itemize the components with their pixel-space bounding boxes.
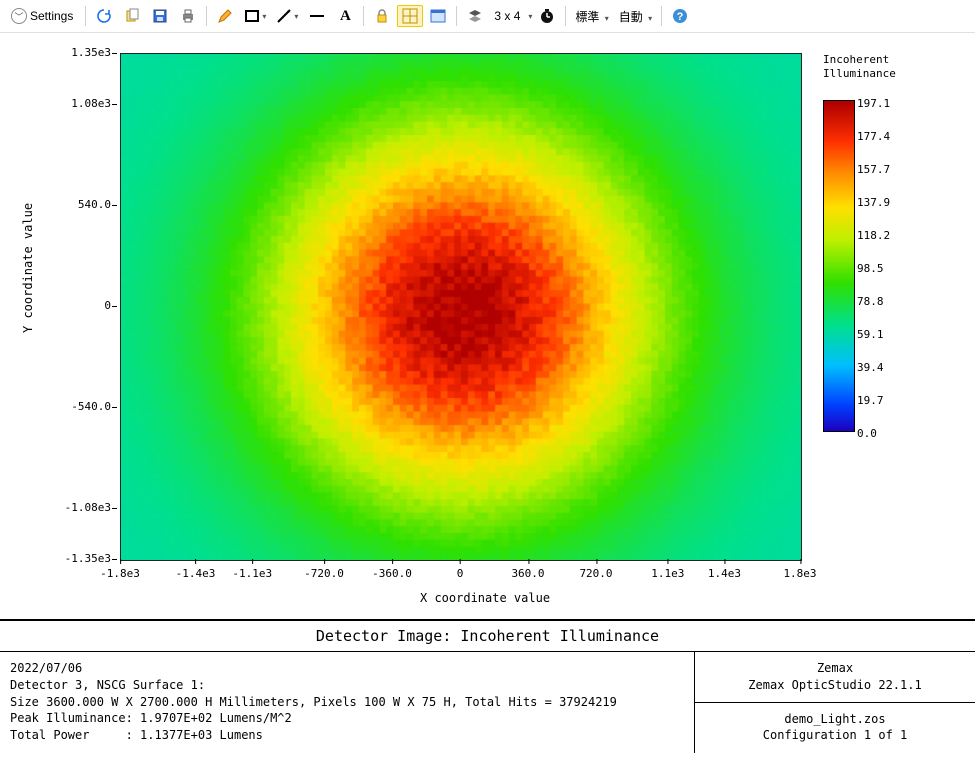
toolbar-separator: [85, 6, 86, 26]
y-axis-label: Y coordinate value: [21, 203, 35, 333]
save-icon: [152, 8, 168, 24]
colorbar-tick: 177.4: [857, 130, 890, 143]
y-tick: 540.0: [61, 198, 111, 211]
y-tick: -540.0: [61, 400, 111, 413]
heatmap-container: [120, 53, 800, 559]
line-icon: [276, 8, 292, 24]
y-tick: 0: [61, 299, 111, 312]
colorbar-title: IncoherentIlluminance: [823, 53, 933, 82]
dash-icon: [309, 12, 325, 20]
text-a-icon: A: [340, 8, 351, 25]
colorbar-tick: 59.1: [857, 328, 884, 341]
colorbar-tick: 98.5: [857, 262, 884, 275]
colorbar-tick: 197.1: [857, 97, 890, 110]
refresh-icon: [96, 8, 112, 24]
colorbar: IncoherentIlluminance 197.1 177.4 157.7 137…: [823, 53, 933, 432]
colorbar-tick: 19.7: [857, 394, 884, 407]
copy-icon: [124, 8, 140, 24]
colorbar-tick: 118.2: [857, 229, 890, 242]
y-tick: 1.35e3: [61, 46, 111, 59]
info-title: Detector Image: Incoherent Illuminance: [0, 621, 975, 652]
x-tick: 360.0: [511, 567, 544, 580]
crosshair-button[interactable]: [397, 5, 423, 27]
lock-icon: [375, 8, 389, 24]
help-button[interactable]: ?: [667, 5, 693, 27]
colorbar-tick: 137.9: [857, 196, 890, 209]
vendor-name: Zemax: [705, 660, 965, 677]
file-name: demo_Light.zos: [705, 711, 965, 728]
timer-icon: [539, 8, 555, 24]
x-tick: -1.8e3: [100, 567, 140, 580]
dropdown-arrow-icon: ▾: [294, 12, 298, 21]
chevron-down-icon: ﹀: [11, 8, 27, 24]
toolbar-separator: [456, 6, 457, 26]
dash-button[interactable]: [304, 5, 330, 27]
text-tool-button[interactable]: A: [332, 5, 358, 27]
toolbar-separator: [661, 6, 662, 26]
layers-icon: [467, 8, 483, 24]
colorbar-canvas: [823, 100, 855, 432]
line-button[interactable]: ▾: [272, 5, 302, 27]
colorbar-tick: 157.7: [857, 163, 890, 176]
colorbar-tick: 39.4: [857, 361, 884, 374]
x-tick: 1.1e3: [651, 567, 684, 580]
x-tick: 1.8e3: [783, 567, 816, 580]
rectangle-button[interactable]: ▾: [240, 5, 270, 27]
x-tick: -1.4e3: [176, 567, 216, 580]
dropdown-auto-label: 自動: [619, 10, 643, 24]
heatmap-canvas[interactable]: [120, 53, 802, 561]
refresh-button[interactable]: [91, 5, 117, 27]
crosshair-icon: [402, 8, 418, 24]
save-button[interactable]: [147, 5, 173, 27]
x-tick: 720.0: [579, 567, 612, 580]
info-file-cell: demo_Light.zos Configuration 1 of 1: [695, 703, 975, 754]
timer-button[interactable]: [534, 5, 560, 27]
x-tick: -1.1e3: [232, 567, 272, 580]
y-tick: -1.35e3: [61, 552, 111, 565]
grid-size-label[interactable]: 3 x 4: [490, 9, 524, 23]
x-tick: 0: [457, 567, 464, 580]
config-label: Configuration 1 of 1: [705, 727, 965, 744]
info-meta: Zemax Zemax OpticStudio 22.1.1 demo_Ligh…: [695, 652, 975, 753]
layers-button[interactable]: [462, 5, 488, 27]
dropdown-arrow-icon: ▾: [262, 12, 266, 21]
colorbar-tick: 0.0: [857, 427, 877, 440]
window-button[interactable]: [425, 5, 451, 27]
rectangle-icon: [244, 8, 260, 24]
dropdown-standard[interactable]: 標準 ▾: [571, 8, 612, 25]
toolbar-separator: [206, 6, 207, 26]
toolbar-separator: [363, 6, 364, 26]
colorbar-tick: 78.8: [857, 295, 884, 308]
toolbar: ﹀ Settings: [0, 0, 975, 33]
pencil-button[interactable]: [212, 5, 238, 27]
product-name: Zemax OpticStudio 22.1.1: [705, 677, 965, 694]
dropdown-standard-label: 標準: [575, 10, 599, 24]
svg-text:?: ?: [677, 11, 684, 23]
settings-label: Settings: [30, 9, 73, 23]
info-vendor-cell: Zemax Zemax OpticStudio 22.1.1: [695, 652, 975, 703]
x-tick: -720.0: [304, 567, 344, 580]
help-icon: ?: [672, 8, 688, 24]
pencil-icon: [217, 8, 233, 24]
dropdown-auto[interactable]: 自動 ▾: [615, 8, 656, 25]
x-axis-label: X coordinate value: [420, 591, 550, 605]
x-tick: -360.0: [372, 567, 412, 580]
y-tick: -1.08e3: [61, 501, 111, 514]
print-icon: [180, 8, 196, 24]
copy-button[interactable]: [119, 5, 145, 27]
info-table: Detector Image: Incoherent Illuminance 2…: [0, 619, 975, 753]
x-tick: 1.4e3: [708, 567, 741, 580]
settings-button[interactable]: ﹀ Settings: [4, 4, 80, 28]
info-details: 2022/07/06 Detector 3, NSCG Surface 1: S…: [0, 652, 695, 753]
print-button[interactable]: [175, 5, 201, 27]
dropdown-arrow-icon: ▾: [648, 14, 652, 23]
dropdown-arrow-icon: ▾: [605, 14, 609, 23]
y-tick: 1.08e3: [61, 97, 111, 110]
plot-panel: Y coordinate value X coordinate value -1…: [0, 33, 975, 619]
dropdown-arrow-icon[interactable]: ▾: [528, 12, 532, 21]
toolbar-separator: [565, 6, 566, 26]
lock-button[interactable]: [369, 5, 395, 27]
window-icon: [430, 9, 446, 23]
